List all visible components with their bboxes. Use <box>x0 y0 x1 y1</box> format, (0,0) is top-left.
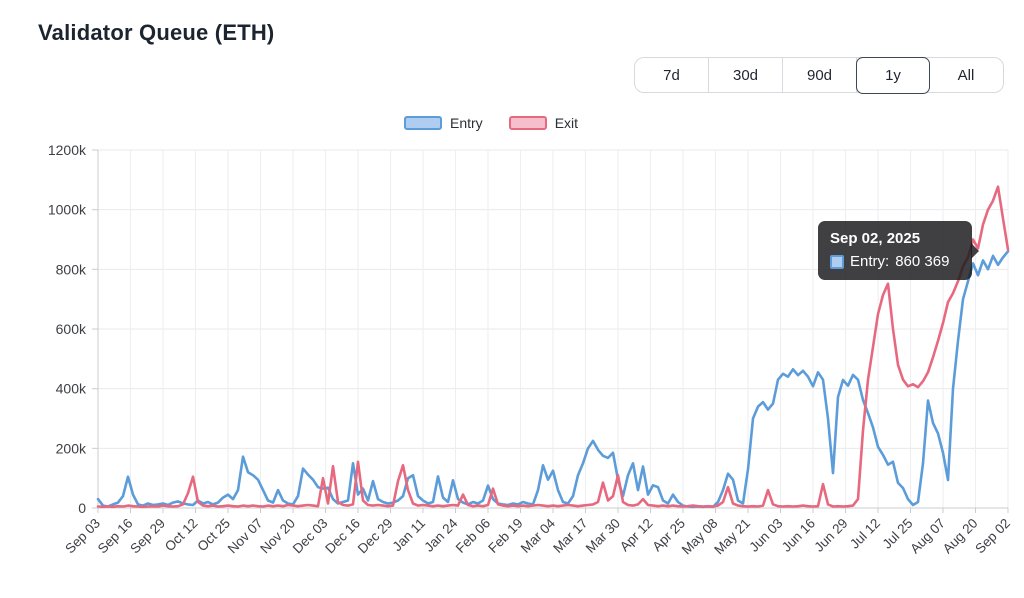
svg-text:Aug 20: Aug 20 <box>940 516 981 557</box>
svg-text:Mar 30: Mar 30 <box>583 516 623 556</box>
chart-tooltip: Sep 02, 2025 Entry: 860 369 <box>818 221 979 280</box>
svg-text:600k: 600k <box>56 321 87 337</box>
range-button-all[interactable]: All <box>929 58 1003 92</box>
range-button-90d[interactable]: 90d <box>783 58 857 92</box>
svg-text:Jan 11: Jan 11 <box>390 516 429 555</box>
svg-text:200k: 200k <box>56 440 87 456</box>
svg-text:Sep 02: Sep 02 <box>972 516 1013 557</box>
svg-text:Feb 06: Feb 06 <box>453 516 493 556</box>
svg-text:Sep 03: Sep 03 <box>62 516 103 557</box>
chart-legend: Entry Exit <box>404 115 578 131</box>
tooltip-arrow-icon <box>971 242 979 259</box>
svg-text:Dec 16: Dec 16 <box>322 516 363 557</box>
svg-text:Mar 17: Mar 17 <box>550 516 590 556</box>
tooltip-entry-swatch-icon <box>830 254 844 269</box>
svg-text:Sep 29: Sep 29 <box>127 516 168 557</box>
svg-text:Nov 07: Nov 07 <box>225 516 266 557</box>
svg-text:Jun 29: Jun 29 <box>811 516 850 555</box>
time-range-selector: 7d 30d 90d 1y All <box>634 57 1004 94</box>
entry-series-swatch-icon <box>404 116 442 130</box>
svg-text:Dec 29: Dec 29 <box>355 516 396 557</box>
tooltip-date: Sep 02, 2025 <box>830 230 921 247</box>
legend-label-exit: Exit <box>554 115 579 131</box>
legend-label-entry: Entry <box>450 115 483 131</box>
svg-text:Jul 12: Jul 12 <box>847 516 883 552</box>
legend-item-entry[interactable]: Entry <box>404 115 483 131</box>
exit-series-swatch-icon <box>508 116 547 130</box>
svg-text:Mar 04: Mar 04 <box>518 515 559 556</box>
svg-text:800k: 800k <box>56 261 87 277</box>
tooltip-entry-row: Entry: 860 369 <box>830 253 958 270</box>
range-button-1y[interactable]: 1y <box>856 57 930 94</box>
svg-text:Sep 16: Sep 16 <box>95 516 136 557</box>
svg-text:Feb 19: Feb 19 <box>485 516 525 556</box>
page-title: Validator Queue (ETH) <box>38 20 275 45</box>
svg-text:Oct 12: Oct 12 <box>162 516 201 555</box>
range-button-7d[interactable]: 7d <box>635 58 709 92</box>
svg-text:Jun 03: Jun 03 <box>746 516 785 555</box>
svg-text:Apr 12: Apr 12 <box>617 516 656 555</box>
svg-text:Aug 07: Aug 07 <box>907 516 948 557</box>
tooltip-entry-label: Entry: <box>850 253 890 270</box>
svg-text:May 21: May 21 <box>711 516 753 558</box>
legend-item-exit[interactable]: Exit <box>508 115 579 131</box>
range-button-30d[interactable]: 30d <box>709 58 783 92</box>
svg-text:400k: 400k <box>56 381 87 397</box>
svg-text:1200k: 1200k <box>48 142 87 158</box>
svg-text:1000k: 1000k <box>48 202 87 218</box>
tooltip-entry-value: 860 369 <box>895 253 950 270</box>
svg-text:Dec 03: Dec 03 <box>290 516 331 557</box>
svg-text:Nov 20: Nov 20 <box>257 516 298 557</box>
svg-text:0: 0 <box>78 500 86 516</box>
svg-text:Jun 16: Jun 16 <box>779 516 818 555</box>
